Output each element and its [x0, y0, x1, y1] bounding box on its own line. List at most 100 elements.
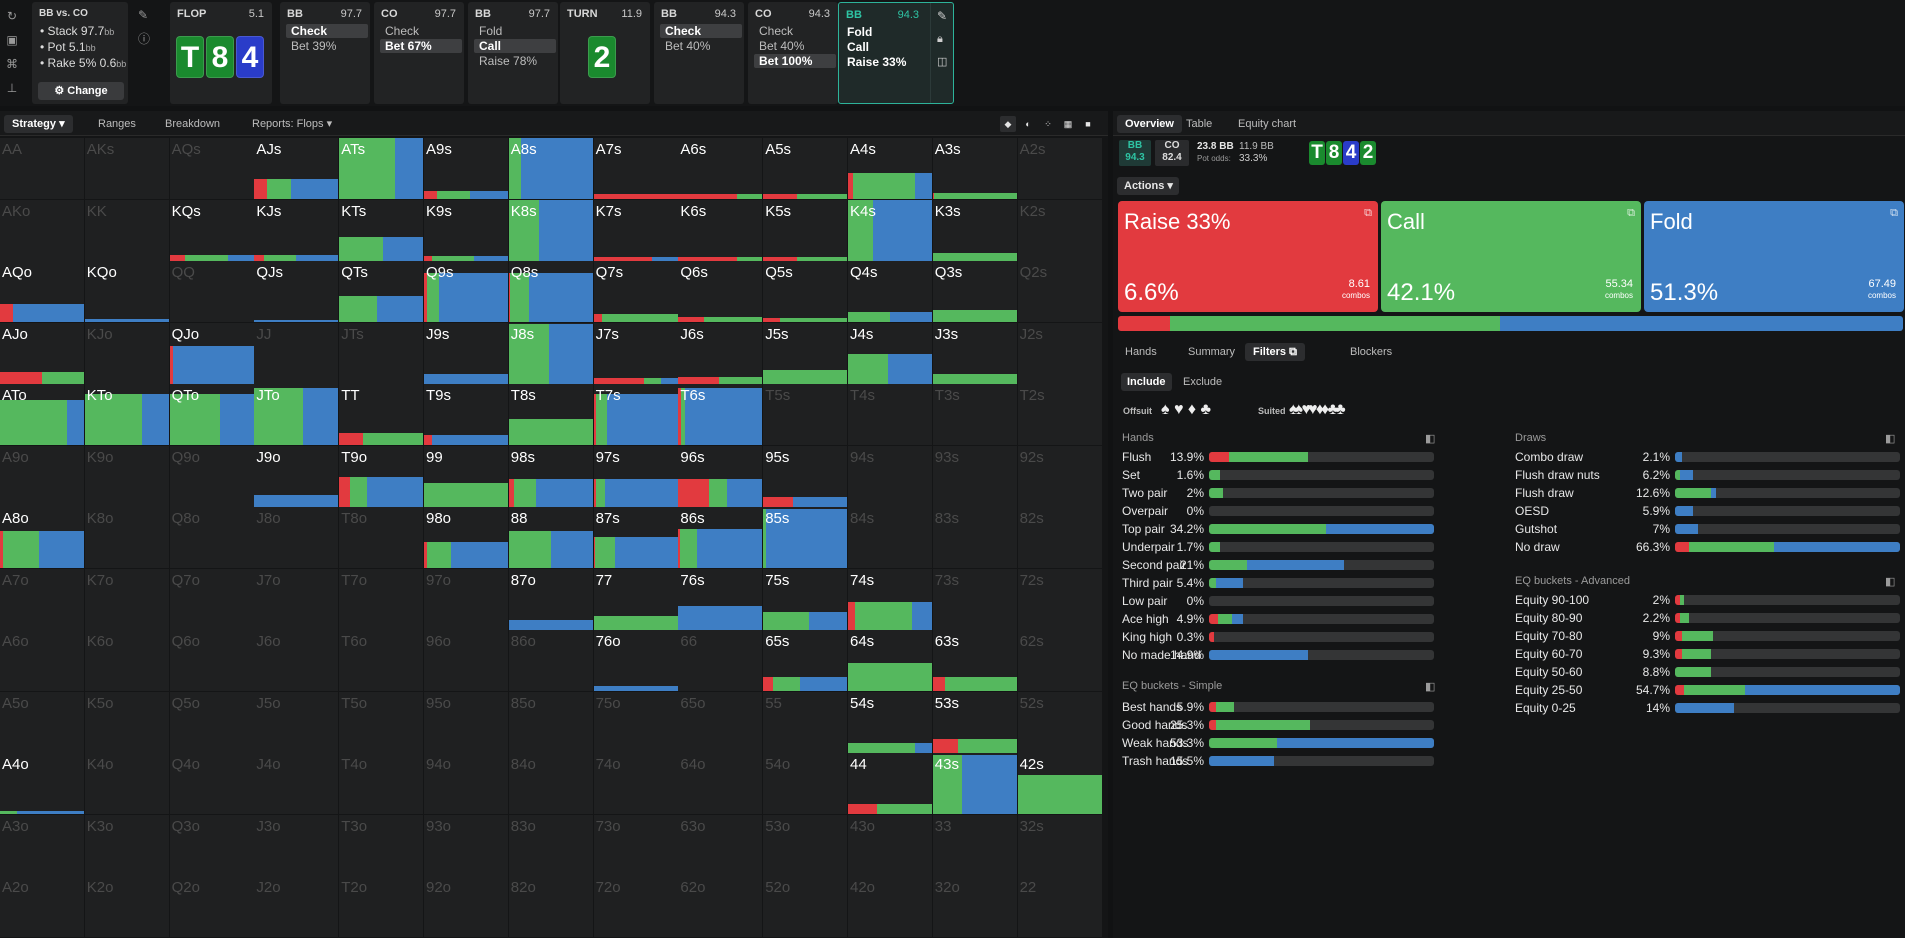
hand-cell[interactable]: K2o: [84, 876, 169, 937]
filter-row[interactable]: Third pair 5.4%: [1122, 574, 1434, 592]
hand-cell[interactable]: 96s: [678, 445, 763, 507]
hand-cell[interactable]: 65s: [763, 630, 848, 691]
hand-cell[interactable]: K7o: [84, 568, 169, 630]
hand-cell[interactable]: T8s: [508, 384, 593, 445]
tab-summary[interactable]: Summary: [1188, 346, 1236, 358]
square-icon[interactable]: ■: [1085, 119, 1091, 129]
hand-cell[interactable]: Q5s: [763, 261, 848, 322]
grid-icon[interactable]: ▦: [1063, 119, 1073, 129]
hand-cell[interactable]: Q5o: [169, 691, 254, 753]
hand-cell[interactable]: 95o: [424, 691, 508, 753]
hand-cell[interactable]: 52s: [1017, 691, 1102, 753]
hand-cell[interactable]: T7o: [339, 568, 424, 630]
hand-cell[interactable]: 42o: [848, 876, 932, 937]
action-box[interactable]: Fold 51.3% 67.49 combos ⧉: [1644, 201, 1904, 312]
hand-cell[interactable]: J5o: [254, 691, 339, 753]
collapse-icon[interactable]: ◧: [1885, 433, 1896, 445]
hand-cell[interactable]: J9o: [254, 445, 339, 507]
filter-row[interactable]: Two pair 2%: [1122, 484, 1434, 502]
hand-cell[interactable]: A2s: [1017, 138, 1102, 199]
hand-cell[interactable]: Q3o: [169, 814, 254, 876]
filter-row[interactable]: Trash hands 15.5%: [1122, 752, 1434, 770]
filter-row[interactable]: King high 0.3%: [1122, 628, 1434, 646]
expand-icon[interactable]: ⧉: [1627, 207, 1635, 219]
filter-row[interactable]: Underpair 1.7%: [1122, 538, 1434, 556]
filter-row[interactable]: Equity 80-90 2.2%: [1515, 609, 1900, 627]
hand-cell[interactable]: KQo: [84, 261, 169, 322]
hand-cell[interactable]: T9s: [424, 384, 508, 445]
hand-cell[interactable]: KJs: [254, 199, 339, 261]
hand-cell[interactable]: J8o: [254, 507, 339, 568]
hand-cell[interactable]: 32s: [1017, 814, 1102, 876]
hand-cell[interactable]: 72s: [1017, 568, 1102, 630]
hand-cell[interactable]: Q3s: [932, 261, 1017, 322]
hand-cell[interactable]: K5o: [84, 691, 169, 753]
hand-cell[interactable]: Q4s: [848, 261, 932, 322]
hand-cell[interactable]: K5s: [763, 199, 848, 261]
hand-cell[interactable]: Q7s: [593, 261, 678, 322]
hand-cell[interactable]: 65o: [678, 691, 763, 753]
filter-row[interactable]: Equity 50-60 8.8%: [1515, 663, 1900, 681]
hand-cell[interactable]: 92o: [424, 876, 508, 937]
hand-cell[interactable]: 75o: [593, 691, 678, 753]
hand-cell[interactable]: 97o: [424, 568, 508, 630]
hand-cell[interactable]: A8o: [0, 507, 84, 568]
filter-row[interactable]: Equity 70-80 9%: [1515, 627, 1900, 645]
hand-cell[interactable]: 93o: [424, 814, 508, 876]
lock-icon[interactable]: 🔒︎: [937, 33, 943, 45]
hand-cell[interactable]: T4s: [848, 384, 932, 445]
hand-cell[interactable]: K2s: [1017, 199, 1102, 261]
collapse-icon[interactable]: ◧: [1425, 681, 1436, 693]
hand-cell[interactable]: A3s: [932, 138, 1017, 199]
hand-cell[interactable]: 94s: [848, 445, 932, 507]
hand-cell[interactable]: T5o: [339, 691, 424, 753]
step-action[interactable]: Check: [385, 24, 420, 38]
hand-cell[interactable]: 84o: [508, 753, 593, 814]
hand-cell[interactable]: 99: [424, 445, 508, 507]
hand-cell[interactable]: 82o: [508, 876, 593, 937]
tab-strategy[interactable]: Strategy ▾: [4, 115, 73, 133]
hand-cell[interactable]: Q2s: [1017, 261, 1102, 322]
hand-cell[interactable]: Q4o: [169, 753, 254, 814]
tab-equity-chart[interactable]: Equity chart: [1238, 118, 1297, 130]
hand-cell[interactable]: 85o: [508, 691, 593, 753]
refresh-icon[interactable]: ↻: [6, 9, 18, 23]
hand-cell[interactable]: T2o: [339, 876, 424, 937]
step-action[interactable]: Bet 40%: [759, 39, 805, 53]
contrast-icon[interactable]: ◐: [1025, 119, 1031, 129]
collapse-icon[interactable]: ◧: [1885, 576, 1896, 588]
offsuit-suits[interactable]: ♠ ♥ ♦ ♣: [1161, 401, 1211, 418]
pencil-icon[interactable]: ✎: [138, 8, 149, 22]
tab-reports[interactable]: Reports: Flops ▾: [252, 118, 333, 130]
hand-cell[interactable]: 72o: [593, 876, 678, 937]
hand-cell[interactable]: ATs: [339, 138, 424, 199]
hand-cell[interactable]: A6o: [0, 630, 84, 691]
hand-cell[interactable]: AKo: [0, 199, 84, 261]
step-action[interactable]: Fold: [479, 24, 503, 38]
hand-cell[interactable]: KK: [84, 199, 169, 261]
hand-cell[interactable]: A3o: [0, 814, 84, 876]
hand-cell[interactable]: Q9o: [169, 445, 254, 507]
hand-cell[interactable]: 76o: [593, 630, 678, 691]
hand-cell[interactable]: 63o: [678, 814, 763, 876]
filter-row[interactable]: Set 1.6%: [1122, 466, 1434, 484]
hand-cell[interactable]: 22: [1017, 876, 1102, 937]
step-action[interactable]: Bet 67%: [380, 39, 462, 53]
hand-cell[interactable]: ATo: [0, 384, 84, 445]
hand-cell[interactable]: TT: [339, 384, 424, 445]
hand-cell[interactable]: 64s: [848, 630, 932, 691]
hand-cell[interactable]: KJo: [84, 322, 169, 384]
hand-cell[interactable]: QQ: [169, 261, 254, 322]
hand-cell[interactable]: 43o: [848, 814, 932, 876]
hand-cell[interactable]: T3o: [339, 814, 424, 876]
hand-cell[interactable]: 74s: [848, 568, 932, 630]
hand-cell[interactable]: Q8o: [169, 507, 254, 568]
hand-cell[interactable]: J8s: [508, 322, 593, 384]
hand-cell[interactable]: K7s: [593, 199, 678, 261]
hand-cell[interactable]: KTs: [339, 199, 424, 261]
include-toggle[interactable]: Include: [1121, 373, 1172, 391]
filter-row[interactable]: Weak hands 53.3%: [1122, 734, 1434, 752]
hand-cell[interactable]: A5s: [763, 138, 848, 199]
hand-cell[interactable]: 85s: [763, 507, 848, 568]
hand-cell[interactable]: K6o: [84, 630, 169, 691]
